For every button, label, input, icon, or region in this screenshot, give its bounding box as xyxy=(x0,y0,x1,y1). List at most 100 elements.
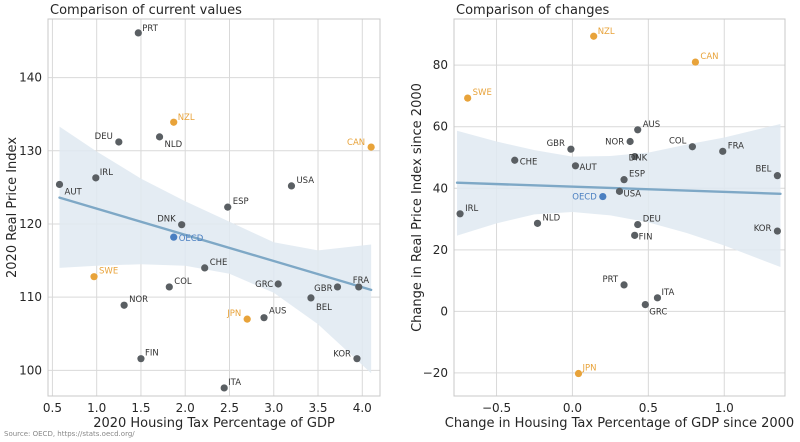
x-tick-label: 1.0 xyxy=(87,401,106,415)
data-point-deu[interactable] xyxy=(115,138,123,146)
data-point-ita[interactable] xyxy=(653,294,662,302)
data-point-aut[interactable] xyxy=(55,180,64,189)
changes-panel: −0.5 0.0 0.5 1.0 −20 0 20 40 60 80 NZL CAN SWE AUS NOR… xyxy=(410,3,794,431)
data-point-che[interactable] xyxy=(201,264,209,272)
y-tick-label: 130 xyxy=(19,144,42,158)
data-point-fra[interactable] xyxy=(355,283,363,291)
data-point-jpn[interactable] xyxy=(574,369,583,378)
data-point-jpn[interactable] xyxy=(243,315,251,323)
data-point-ita[interactable] xyxy=(220,384,228,392)
data-point-grc[interactable] xyxy=(641,300,649,309)
data-point-fin[interactable] xyxy=(137,355,145,363)
point-label-nld: NLD xyxy=(543,213,561,223)
data-point-gbr[interactable] xyxy=(333,283,342,291)
point-label-irl: IRL xyxy=(100,168,113,178)
data-point-swe[interactable] xyxy=(464,94,472,102)
point-label-usa: USA xyxy=(296,176,314,186)
data-point-can[interactable] xyxy=(367,143,375,151)
x-tick-label: 4.0 xyxy=(353,401,372,415)
y-tick-label: 40 xyxy=(433,181,448,195)
data-point-nzl[interactable] xyxy=(590,32,598,40)
point-label-oecd: OECD xyxy=(572,193,597,203)
x-tick-label: 0.0 xyxy=(563,401,582,415)
point-label-che: CHE xyxy=(520,157,538,167)
point-label-deu: DEU xyxy=(643,215,661,225)
plot-frame xyxy=(453,18,786,397)
data-point-usa[interactable] xyxy=(287,182,296,190)
data-point-col[interactable] xyxy=(688,143,696,151)
data-point-esp[interactable] xyxy=(620,176,628,184)
data-point-irl[interactable] xyxy=(92,174,100,182)
data-point-kor[interactable] xyxy=(353,355,361,363)
x-tick-label: 3.0 xyxy=(264,401,283,415)
y-axis-label: 2020 Real Price Index xyxy=(5,137,20,278)
data-point-nor[interactable] xyxy=(120,301,128,309)
point-label-prt: PRT xyxy=(142,24,158,34)
point-label-dnk: DNK xyxy=(157,215,176,225)
data-point-bel[interactable] xyxy=(307,294,315,302)
data-point-oecd[interactable] xyxy=(599,192,607,201)
data-point-nzl[interactable] xyxy=(170,118,178,126)
data-point-prt[interactable] xyxy=(134,29,142,37)
point-label-kor: KOR xyxy=(333,350,351,360)
point-label-grc: GRC xyxy=(255,280,273,290)
y-tick-label: 140 xyxy=(19,71,42,85)
point-label-dnk: DNK xyxy=(629,154,648,164)
point-label-swe: SWE xyxy=(99,267,118,277)
x-tick-label: 2.5 xyxy=(220,401,239,415)
point-label-ita: ITA xyxy=(228,378,241,388)
point-label-nor: NOR xyxy=(129,295,148,305)
data-point-dnk[interactable] xyxy=(631,152,639,161)
point-label-usa: USA xyxy=(624,189,642,199)
data-point-col[interactable] xyxy=(165,283,173,291)
y-tick-label: 20 xyxy=(433,243,448,257)
y-tick-label: 60 xyxy=(433,120,448,134)
data-point-nld[interactable] xyxy=(533,219,542,227)
data-point-aus[interactable] xyxy=(260,314,268,322)
data-point-kor[interactable] xyxy=(773,227,782,235)
point-label-aus: AUS xyxy=(643,120,660,130)
data-point-aut[interactable] xyxy=(571,162,580,170)
data-point-fin[interactable] xyxy=(631,231,639,239)
trend-line xyxy=(58,196,373,292)
data-point-grc[interactable] xyxy=(274,280,282,288)
confidence-band xyxy=(59,126,372,374)
plot-frame xyxy=(47,18,381,397)
point-label-jpn: JPN xyxy=(226,309,241,319)
y-tick-label: 0 xyxy=(440,304,448,318)
point-label-gbr: GBR xyxy=(314,284,332,294)
data-point-can[interactable] xyxy=(691,58,700,66)
data-point-fra[interactable] xyxy=(719,147,727,155)
point-label-aut: AUT xyxy=(579,163,597,173)
point-label-fra: FRA xyxy=(728,141,744,151)
point-label-nzl: NZL xyxy=(178,113,195,123)
data-point-deu[interactable] xyxy=(634,220,642,229)
point-label-esp: ESP xyxy=(233,197,249,207)
point-label-col: COL xyxy=(669,137,687,147)
data-point-esp[interactable] xyxy=(224,203,232,211)
y-tick-label: 120 xyxy=(19,217,42,231)
point-label-grc: GRC xyxy=(649,308,667,318)
point-label-che: CHE xyxy=(210,258,228,268)
data-point-swe[interactable] xyxy=(90,273,98,281)
source-note: Source: OECD, https://stats.oecd.org/ xyxy=(4,430,135,438)
x-tick-label: 2.0 xyxy=(176,401,195,415)
data-point-oecd[interactable] xyxy=(170,233,178,241)
point-label-esp: ESP xyxy=(629,170,645,180)
point-label-fin: FIN xyxy=(145,349,159,359)
point-label-aut: AUT xyxy=(65,187,83,197)
data-point-irl[interactable] xyxy=(456,210,464,218)
data-point-prt[interactable] xyxy=(620,281,628,289)
data-point-nld[interactable] xyxy=(155,133,164,141)
data-point-dnk[interactable] xyxy=(178,221,186,229)
data-point-gbr[interactable] xyxy=(567,145,575,153)
y-tick-label: −20 xyxy=(423,366,448,380)
data-point-usa[interactable] xyxy=(615,187,624,195)
data-point-che[interactable] xyxy=(511,156,519,164)
data-point-nor[interactable] xyxy=(626,137,634,146)
point-label-nor: NOR xyxy=(605,137,624,147)
data-point-bel[interactable] xyxy=(773,172,782,180)
point-label-fra: FRA xyxy=(353,276,369,286)
data-point-aus[interactable] xyxy=(634,126,642,134)
confidence-band xyxy=(457,123,781,268)
